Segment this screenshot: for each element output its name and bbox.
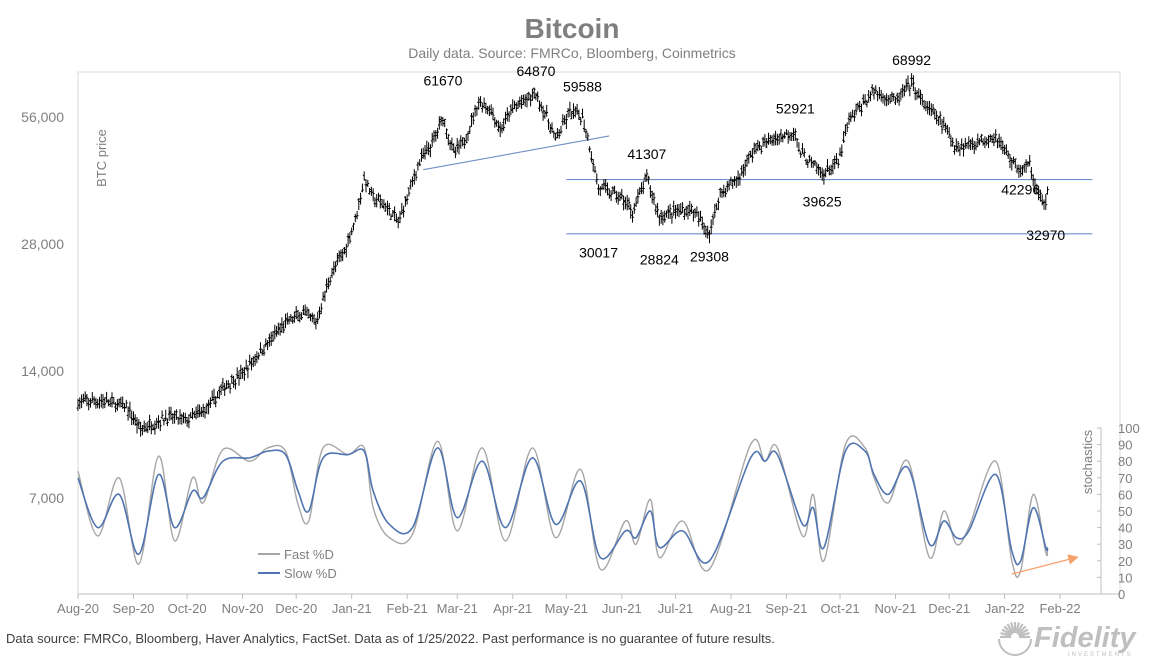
stochastic-series-slow (77, 442, 1049, 566)
x-tick-label: Mar-21 (437, 601, 478, 616)
x-tick-label: Jan-21 (332, 601, 372, 616)
stochastic-tick-label: 40 (1118, 521, 1132, 536)
logo-burst-icon (998, 622, 1032, 656)
trendline-support-trend (423, 135, 610, 171)
price-data-label: 68992 (892, 52, 931, 68)
stochastic-tick-label: 60 (1118, 487, 1132, 502)
price-data-label: 52921 (776, 100, 815, 116)
logo-ray (1017, 625, 1027, 635)
fidelity-logo: Fidelity INVESTMENTS (998, 622, 1137, 658)
logo-wordmark: Fidelity (1034, 622, 1137, 654)
logo-ray (1003, 625, 1013, 635)
x-tick-label: Aug-21 (710, 601, 752, 616)
x-tick-label: Nov-20 (222, 601, 264, 616)
annotation-arrow (1011, 554, 1079, 575)
x-tick-label: Nov-21 (875, 601, 917, 616)
price-data-label: 41307 (627, 146, 666, 162)
x-tick-label: Oct-21 (821, 601, 860, 616)
legend-entry-fast: Fast %D (284, 547, 334, 562)
stochastic-tick-label: 100 (1118, 421, 1140, 436)
price-data-label: 61670 (423, 72, 462, 88)
price-tick-label: 28,000 (21, 236, 64, 252)
price-data-label: 64870 (516, 63, 555, 79)
footer-note: Data source: FMRCo, Bloomberg, Haver Ana… (6, 631, 775, 646)
price-data-label: 59588 (563, 79, 602, 95)
stochastic-tick-label: 20 (1118, 554, 1132, 569)
price-axis-label: BTC price (94, 129, 109, 187)
legend: Fast %D Slow %D (258, 547, 337, 581)
price-tick-label: 14,000 (21, 363, 64, 379)
x-tick-label: Dec-21 (928, 601, 970, 616)
stochastic-tick-label: 0 (1118, 587, 1125, 602)
x-tick-label: Apr-21 (493, 601, 532, 616)
logo-ray (1000, 632, 1012, 638)
chart-subtitle: Daily data. Source: FMRCo, Bloomberg, Co… (408, 45, 736, 61)
x-tick-label: May-21 (545, 601, 588, 616)
x-tick-label: Jul-21 (658, 601, 693, 616)
stochastic-tick-label: 50 (1118, 504, 1132, 519)
trendlines (423, 135, 1093, 235)
stochastic-tick-label: 80 (1118, 454, 1132, 469)
price-data-label: 42296 (1001, 181, 1040, 197)
stochastic-series (77, 435, 1049, 578)
price-data-label: 29308 (690, 249, 729, 265)
x-tick-label: Sep-20 (112, 601, 154, 616)
stochastic-tick-label: 30 (1118, 537, 1132, 552)
stochastic-tick-label: 90 (1118, 438, 1132, 453)
x-tick-label: Dec-20 (275, 601, 317, 616)
price-data-label: 39625 (803, 193, 842, 209)
stochastic-series-fast (77, 435, 1049, 578)
logo-tagline: INVESTMENTS (1068, 652, 1133, 658)
price-data-label: 28824 (640, 252, 679, 268)
stochastic-tick-label: 70 (1118, 471, 1132, 486)
x-tick-label: Aug-20 (57, 601, 99, 616)
logo-ray (1018, 632, 1030, 638)
price-series-bars (76, 73, 1049, 437)
price-data-labels: 61670 64870 59588 41307 30017 28824 29308 52921… (423, 52, 1065, 268)
logo-arc (998, 638, 1032, 656)
x-tick-label: Oct-20 (168, 601, 207, 616)
logo-ray (1014, 622, 1020, 634)
logo-ray (1010, 622, 1016, 634)
x-tick-label: Jun-21 (602, 601, 642, 616)
price-data-label: 32970 (1026, 227, 1065, 243)
price-series (76, 73, 1049, 437)
chart-title: Bitcoin (525, 13, 620, 44)
price-tick-label: 56,000 (21, 109, 64, 125)
x-tick-label: Jan-22 (985, 601, 1025, 616)
x-tick-label: Feb-21 (387, 601, 428, 616)
logo-ray (1001, 628, 1013, 636)
legend-entry-slow: Slow %D (284, 566, 337, 581)
logo-ray (1017, 628, 1029, 636)
logo-ray (1016, 623, 1024, 635)
x-axis-ticks: Aug-20 Sep-20 Oct-20 Nov-20 Dec-20 Jan-21 Feb-… (57, 594, 1081, 616)
stochastic-tick-label: 10 (1118, 570, 1132, 585)
price-tick-label: 7,000 (29, 490, 64, 506)
x-tick-label: Sep-21 (765, 601, 807, 616)
price-data-label: 30017 (579, 244, 618, 260)
logo-ray (1006, 623, 1014, 635)
stochastic-axis-label: stochastics (1080, 429, 1095, 494)
price-axis-ticks: 7,000 14,000 28,000 56,000 (21, 109, 64, 506)
x-tick-label: Feb-22 (1039, 601, 1080, 616)
